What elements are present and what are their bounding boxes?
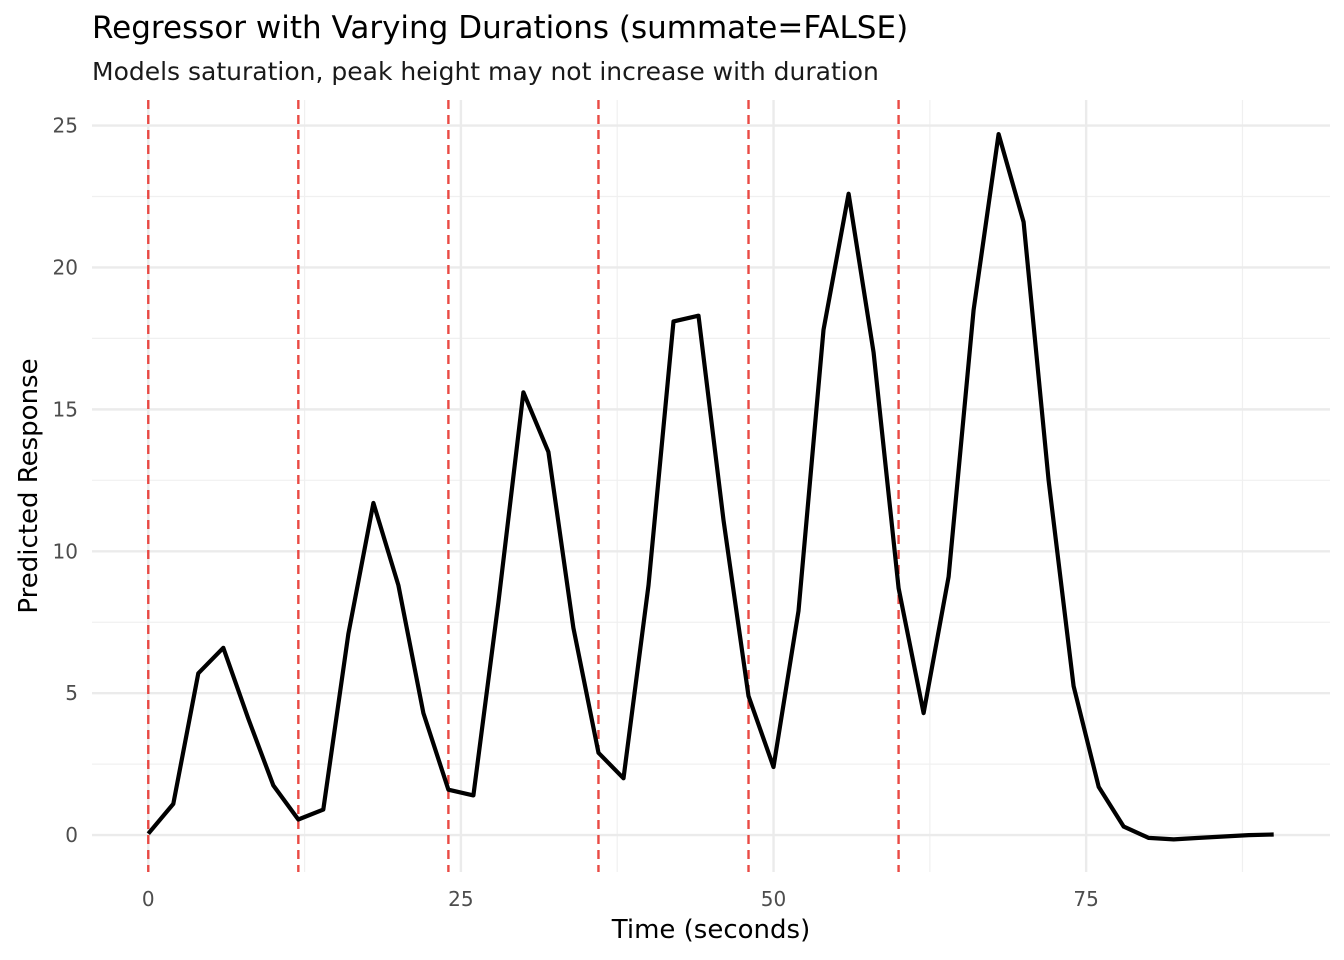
y-tick-label: 15 (53, 397, 78, 421)
x-tick-label: 75 (1073, 887, 1098, 911)
y-tick-label: 0 (65, 823, 78, 847)
y-axis-title: Predicted Response (14, 358, 44, 613)
response-line (146, 132, 1274, 842)
chart-subtitle: Models saturation, peak height may not i… (92, 57, 879, 86)
x-tick-label: 0 (142, 887, 155, 911)
y-tick-label: 5 (65, 681, 78, 705)
x-tick-label: 50 (761, 887, 786, 911)
x-axis-title: Time (seconds) (611, 915, 810, 945)
y-tick-label: 10 (53, 539, 78, 563)
y-tick-label: 20 (53, 255, 78, 279)
chart-title: Regressor with Varying Durations (summat… (92, 10, 909, 46)
y-tick-label: 25 (53, 114, 78, 138)
x-tick-label: 25 (448, 887, 473, 911)
